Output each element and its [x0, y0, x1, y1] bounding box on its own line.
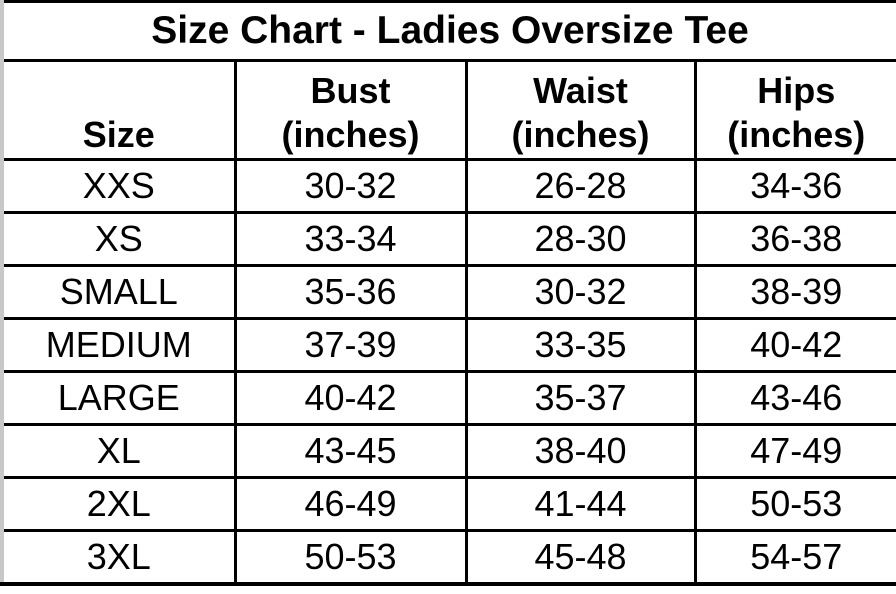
hips-cell: 43-46	[693, 370, 896, 426]
size-cell: XS	[0, 211, 237, 267]
bust-cell: 30-32	[233, 158, 468, 214]
bust-cell: 50-53	[233, 529, 468, 586]
hips-cell: 36-38	[693, 211, 896, 267]
table-row: SMALL 35-36 30-32 38-39	[0, 264, 896, 320]
waist-cell: 30-32	[464, 264, 697, 320]
header-row: Size Bust (inches) Waist (inches) Hips (…	[0, 59, 896, 161]
bust-cell: 37-39	[233, 317, 468, 373]
waist-cell: 38-40	[464, 423, 697, 479]
bust-cell: 35-36	[233, 264, 468, 320]
table-row: 2XL 46-49 41-44 50-53	[0, 476, 896, 532]
table-row: XXS 30-32 26-28 34-36	[0, 158, 896, 214]
table-row: LARGE 40-42 35-37 43-46	[0, 370, 896, 426]
size-cell: 2XL	[0, 476, 237, 532]
size-cell: XL	[0, 423, 237, 479]
waist-cell: 33-35	[464, 317, 697, 373]
column-header-bust: Bust (inches)	[233, 59, 468, 161]
hips-cell: 34-36	[693, 158, 896, 214]
size-cell: 3XL	[0, 529, 237, 586]
hips-cell: 40-42	[693, 317, 896, 373]
waist-cell: 35-37	[464, 370, 697, 426]
title-row: Size Chart - Ladies Oversize Tee	[0, 0, 896, 62]
bust-cell: 46-49	[233, 476, 468, 532]
bust-cell: 43-45	[233, 423, 468, 479]
bust-cell: 40-42	[233, 370, 468, 426]
hips-cell: 50-53	[693, 476, 896, 532]
table-row: XL 43-45 38-40 47-49	[0, 423, 896, 479]
waist-cell: 26-28	[464, 158, 697, 214]
column-header-waist: Waist (inches)	[464, 59, 697, 161]
table-row: XS 33-34 28-30 36-38	[0, 211, 896, 267]
size-cell: LARGE	[0, 370, 237, 426]
size-cell: MEDIUM	[0, 317, 237, 373]
table-row: 3XL 50-53 45-48 54-57	[0, 529, 896, 586]
waist-cell: 28-30	[464, 211, 697, 267]
size-cell: SMALL	[0, 264, 237, 320]
chart-title: Size Chart - Ladies Oversize Tee	[0, 0, 896, 62]
table-row: MEDIUM 37-39 33-35 40-42	[0, 317, 896, 373]
bust-cell: 33-34	[233, 211, 468, 267]
waist-cell: 45-48	[464, 529, 697, 586]
hips-cell: 54-57	[693, 529, 896, 586]
column-header-size: Size	[0, 59, 237, 161]
hips-cell: 38-39	[693, 264, 896, 320]
waist-cell: 41-44	[464, 476, 697, 532]
size-cell: XXS	[0, 158, 237, 214]
hips-cell: 47-49	[693, 423, 896, 479]
column-header-hips: Hips (inches)	[693, 59, 896, 161]
